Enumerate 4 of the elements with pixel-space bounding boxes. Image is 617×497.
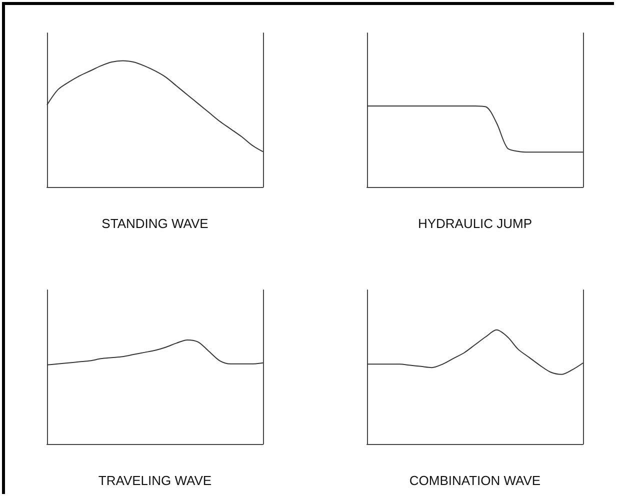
x-axis-title: TRAVELING WAVE xyxy=(98,473,212,488)
x-axis-title: STANDING WAVE xyxy=(102,216,209,231)
x-axis-title: HYDRAULIC JUMP xyxy=(418,216,532,231)
x-axis-title: COMBINATION WAVE xyxy=(409,473,541,488)
